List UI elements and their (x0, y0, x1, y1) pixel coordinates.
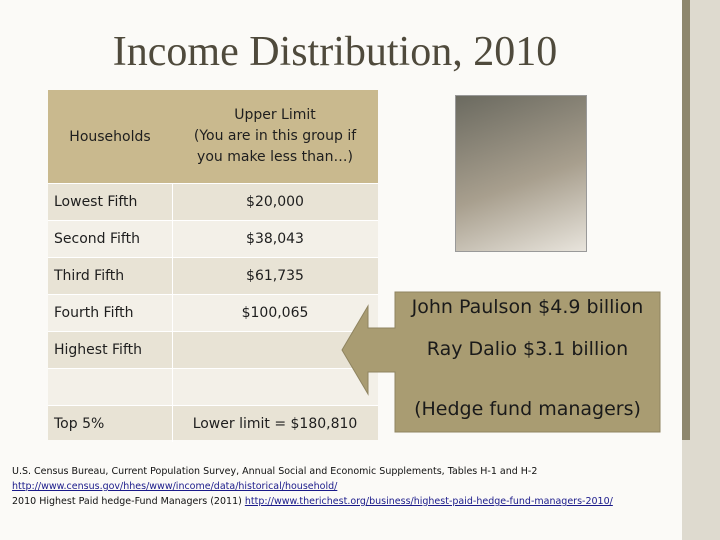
row-bg (48, 331, 378, 368)
slide-title: Income Distribution, 2010 (112, 29, 558, 75)
footer-link[interactable]: http://www.therichest.org/business/highe… (244, 496, 613, 507)
cell-divider (172, 331, 173, 368)
header-line: Upper Limit (234, 107, 316, 123)
side-band (682, 0, 690, 440)
footer-source-line: 2010 Highest Paid hedge-Fund Managers (2… (12, 496, 613, 507)
row-bg (48, 257, 378, 294)
callout-line: (Hedge fund managers) (414, 398, 641, 420)
cell-divider (172, 183, 173, 220)
photo (455, 95, 587, 252)
table: Households Upper Limit (You are in this gr… (48, 90, 378, 442)
table-cell: Fourth Fifth (54, 304, 134, 321)
row-bg (48, 405, 378, 440)
row-bg (48, 220, 378, 257)
footer-source: 2010 Highest Paid hedge-Fund Managers (2… (12, 496, 242, 507)
table-cell: Highest Fifth (54, 341, 142, 358)
header-line: (You are in this group if (193, 128, 357, 144)
cell-divider (172, 405, 173, 442)
table-cell: Lowest Fifth (54, 193, 138, 210)
table-cell: Third Fifth (54, 267, 125, 284)
table-cell: Lower limit = $180,810 (192, 415, 358, 432)
row-bg (48, 368, 378, 405)
footer-link[interactable]: http://www.census.gov/hhes/www/income/da… (12, 481, 338, 492)
cell-divider (172, 294, 173, 331)
row-bg (48, 294, 378, 331)
row-bg (48, 183, 378, 220)
table-cell: $20,000 (246, 193, 304, 210)
header-cell: Households (69, 128, 151, 145)
callout-arrow (341, 291, 661, 433)
table-cell: $100,065 (241, 304, 309, 321)
table-cell: Top 5% (54, 415, 105, 432)
table-cell: $61,735 (246, 267, 304, 284)
cell-divider (172, 368, 173, 405)
table-cell: Second Fifth (54, 230, 140, 247)
header-line: you make less than…) (197, 149, 353, 165)
cell-divider (172, 257, 173, 294)
header-cell: Upper Limit (You are in this group if you … (172, 90, 378, 183)
table-cell: $38,043 (246, 230, 304, 247)
callout-line: John Paulson $4.9 billion (411, 296, 644, 318)
cell-divider (172, 220, 173, 257)
footer-source: U.S. Census Bureau, Current Population S… (12, 466, 538, 477)
header-bg (48, 90, 378, 183)
callout-line: Ray Dalio $3.1 billion (426, 338, 629, 360)
